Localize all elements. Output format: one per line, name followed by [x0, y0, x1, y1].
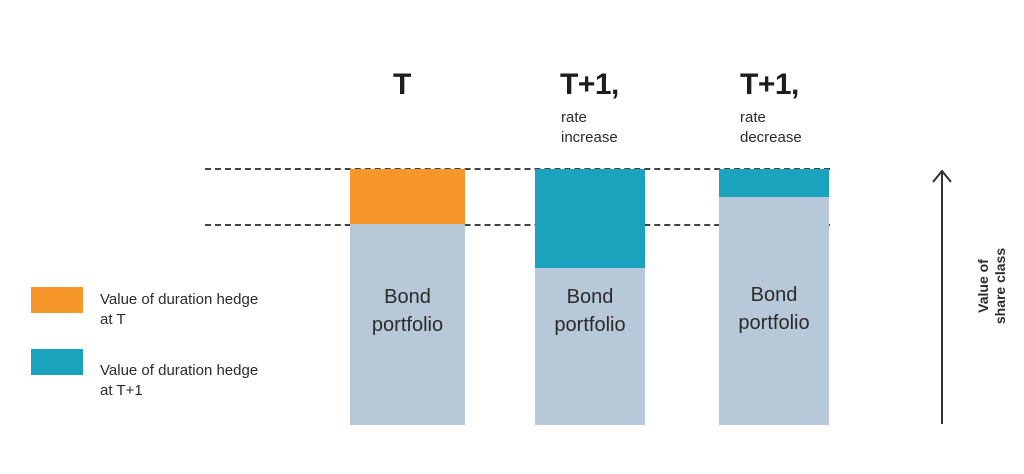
bond-value-dashed-line: [205, 224, 830, 226]
value-axis-label: Value of share class: [962, 226, 1022, 346]
column-subtitle-rate-decrease: rate decrease: [740, 108, 840, 148]
bar-t: Bond portfolio: [350, 169, 465, 425]
axis-label-line-2: share class: [992, 247, 1008, 325]
subtitle-line-1: rate: [740, 109, 766, 126]
column-subtitle-rate-increase: rate increase: [561, 108, 661, 148]
hedge-segment-rate-increase: [535, 169, 645, 268]
bar-rate-increase: Bond portfolio: [535, 169, 645, 425]
subtitle-line-2: increase: [561, 129, 618, 146]
arrow-up-icon: [932, 169, 952, 183]
bond-label-rate-decrease: Bond portfolio: [719, 281, 829, 337]
bar-rate-decrease: Bond portfolio: [719, 169, 829, 425]
legend-line-2: at T+1: [100, 382, 143, 399]
legend-line-1: Value of duration hedge: [100, 291, 259, 308]
hedge-segment-rate-decrease: [719, 169, 829, 197]
column-title-rate-decrease: T+1,: [740, 68, 799, 101]
subtitle-line-2: decrease: [740, 129, 802, 146]
subtitle-line-1: rate: [561, 109, 587, 126]
legend-label-hedge-t: Value of duration hedge at T: [100, 290, 320, 330]
column-title-rate-increase: T+1,: [560, 68, 619, 101]
total-value-dashed-line: [205, 168, 830, 170]
legend-swatch-hedge-t: [31, 287, 83, 313]
legend-label-hedge-t1: Value of duration hedge at T+1: [100, 361, 320, 401]
axis-label-line-1: Value of: [975, 259, 991, 313]
column-title-t: T: [393, 68, 411, 101]
bond-segment-t: [350, 224, 465, 425]
legend-swatch-hedge-t1: [31, 349, 83, 375]
bond-segment-rate-decrease: [719, 197, 829, 425]
bond-label-t: Bond portfolio: [350, 283, 465, 339]
hedge-segment-t: [350, 169, 465, 224]
bond-label-line-2: portfolio: [554, 314, 626, 336]
bond-label-line-1: Bond: [384, 286, 431, 308]
bond-segment-rate-increase: [535, 268, 645, 425]
legend-line-2: at T: [100, 311, 126, 328]
bond-label-line-1: Bond: [750, 284, 798, 306]
value-axis-label-text: Value of share class: [975, 248, 1009, 324]
legend-line-1: Value of duration hedge: [100, 362, 259, 379]
bond-label-line-1: Bond: [566, 286, 614, 308]
value-axis-line: [941, 172, 943, 424]
bond-label-rate-increase: Bond portfolio: [535, 283, 645, 339]
bond-label-line-2: portfolio: [738, 312, 810, 334]
bond-label-line-2: portfolio: [371, 314, 444, 336]
